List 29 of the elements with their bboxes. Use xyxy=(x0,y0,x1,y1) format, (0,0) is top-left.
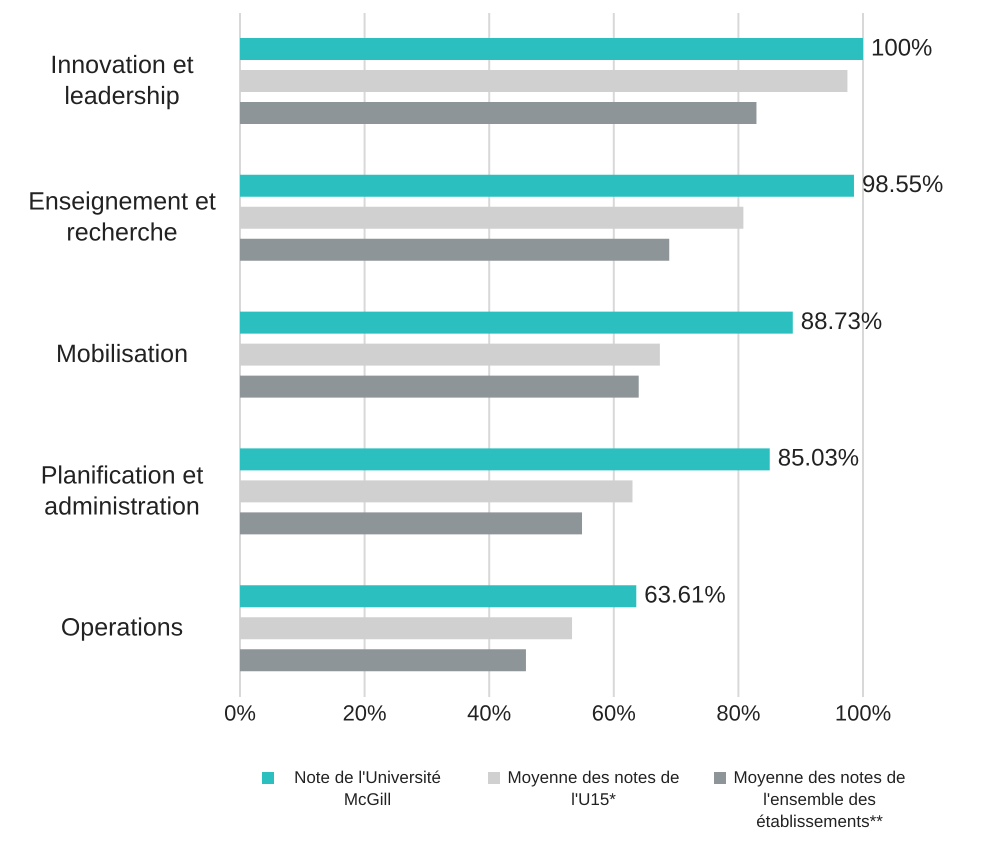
x-tick-label: 20% xyxy=(342,700,387,726)
x-tick-label: 100% xyxy=(834,700,892,726)
bar xyxy=(240,649,526,672)
data-label: 63.61% xyxy=(644,582,726,609)
bar xyxy=(240,376,639,398)
data-label: 88.73% xyxy=(800,308,882,335)
legend-label: Moyenne des notes de l'ensemble des établissements** xyxy=(732,767,906,833)
bar xyxy=(240,585,636,608)
y-tick-label: Enseignement et recherche xyxy=(28,187,216,246)
data-label: 98.55% xyxy=(862,171,944,198)
x-tick-label: 0% xyxy=(224,700,256,726)
data-label: 85.03% xyxy=(778,444,860,472)
x-tick-label: 60% xyxy=(592,700,636,726)
bar xyxy=(240,512,582,534)
x-tick-label: 40% xyxy=(467,700,512,726)
bar xyxy=(240,312,793,334)
bar xyxy=(240,448,770,470)
bar xyxy=(240,238,670,261)
y-tick-label: Operations xyxy=(60,613,184,642)
y-tick-label: Innovation et leadership xyxy=(50,50,194,110)
bar xyxy=(240,38,863,60)
y-tick-label: Planification et administration xyxy=(40,460,204,520)
data-label: 100% xyxy=(871,34,932,62)
legend-label: Moyenne des notes de l'U15* xyxy=(506,767,680,811)
x-tick-label: 80% xyxy=(716,700,760,726)
bar xyxy=(240,174,854,197)
legend-label: Note de l'Université McGill xyxy=(293,767,442,811)
bar xyxy=(240,102,756,124)
y-tick-label: Mobilisation xyxy=(56,340,188,368)
